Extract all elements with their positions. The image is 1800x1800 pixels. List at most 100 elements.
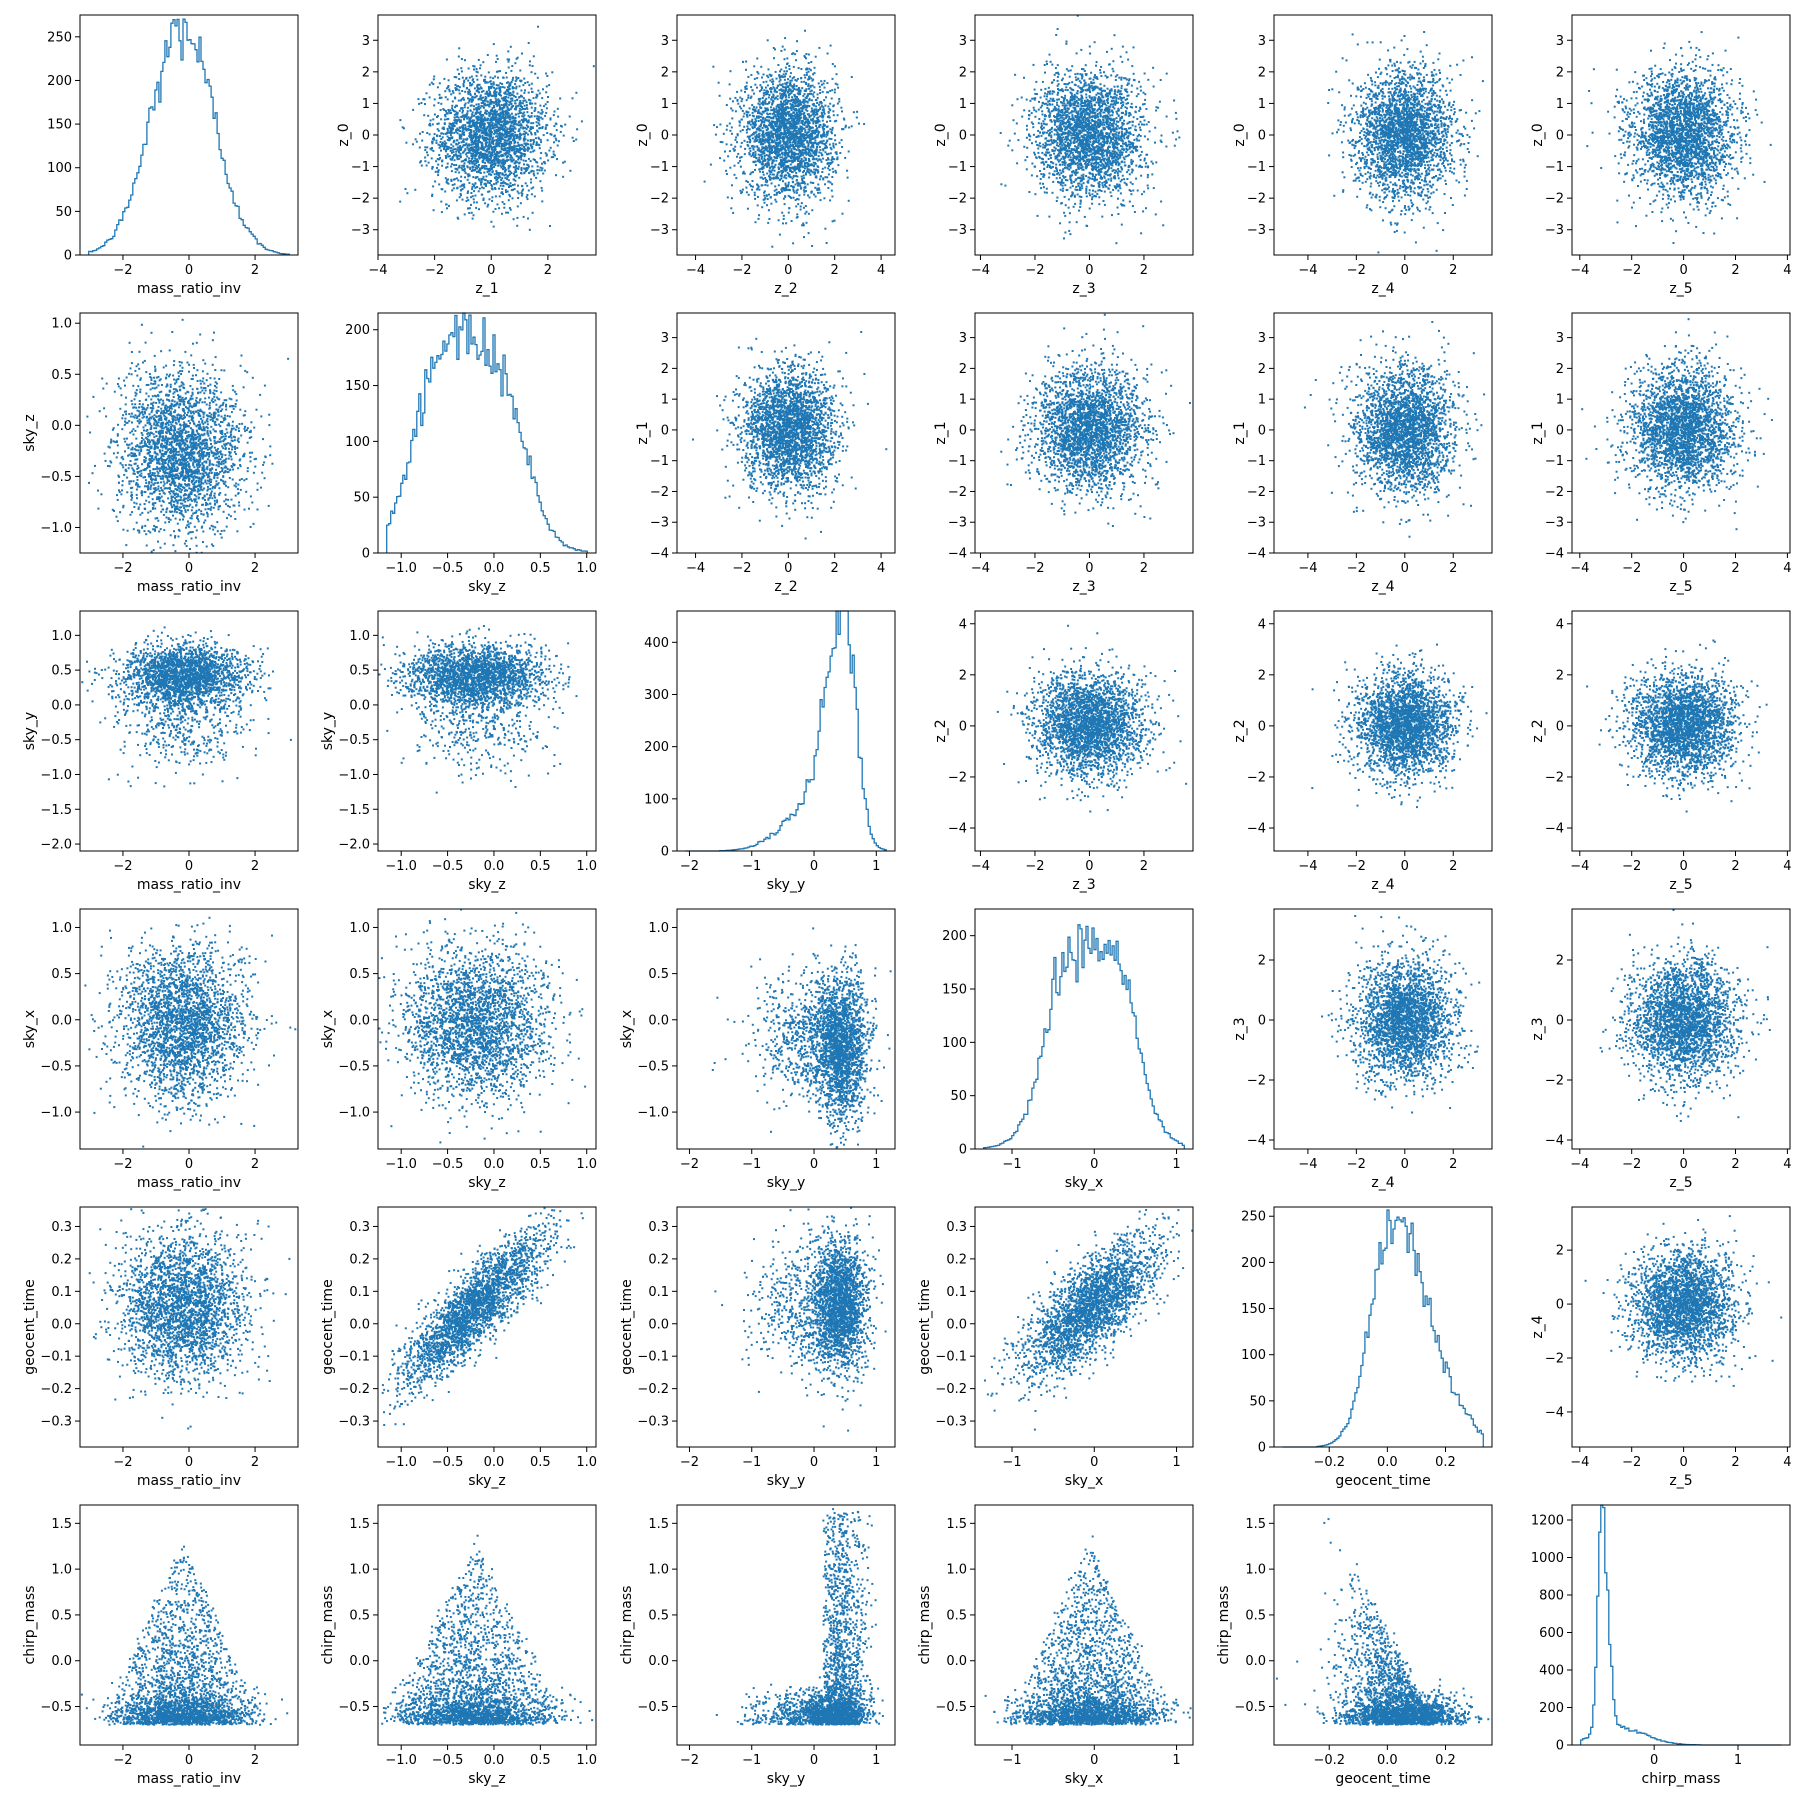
scatter-point bbox=[792, 131, 794, 133]
scatter-point bbox=[445, 203, 447, 205]
scatter-point bbox=[749, 140, 751, 142]
scatter-point bbox=[790, 84, 792, 86]
scatter-point bbox=[524, 172, 526, 174]
scatter-point bbox=[538, 137, 540, 139]
scatter-point bbox=[735, 137, 737, 139]
scatter-point bbox=[740, 146, 742, 148]
scatter-point bbox=[773, 177, 775, 179]
scatter-point bbox=[426, 132, 428, 134]
scatter-point bbox=[497, 203, 499, 205]
scatter-point bbox=[825, 136, 827, 138]
scatter-point bbox=[759, 84, 761, 86]
scatter-point bbox=[427, 115, 429, 117]
scatter-point bbox=[817, 184, 819, 186]
scatter-point bbox=[544, 162, 546, 164]
scatter-point bbox=[480, 94, 482, 96]
scatter-point bbox=[783, 198, 785, 200]
scatter-point bbox=[459, 196, 461, 198]
scatter-point bbox=[494, 164, 496, 166]
scatter-point bbox=[527, 122, 529, 124]
scatter-point bbox=[747, 208, 749, 210]
scatter-point bbox=[498, 188, 500, 190]
scatter-point bbox=[484, 168, 486, 170]
scatter-point bbox=[794, 53, 796, 55]
scatter-point bbox=[439, 94, 441, 96]
scatter-point bbox=[446, 207, 448, 209]
scatter-point bbox=[440, 103, 442, 105]
scatter-point bbox=[740, 130, 742, 132]
scatter-point bbox=[834, 65, 836, 67]
scatter-point bbox=[515, 117, 517, 119]
scatter-point bbox=[800, 187, 802, 189]
scatter-point bbox=[546, 132, 548, 134]
scatter-point bbox=[768, 68, 770, 70]
scatter-point bbox=[464, 59, 466, 61]
scatter-point bbox=[812, 94, 814, 96]
scatter-point bbox=[741, 142, 743, 144]
scatter-point bbox=[538, 122, 540, 124]
scatter-point bbox=[500, 95, 502, 97]
scatter-point bbox=[494, 158, 496, 160]
scatter-point bbox=[812, 79, 814, 81]
scatter-point bbox=[796, 213, 798, 215]
scatter-point bbox=[575, 92, 577, 94]
scatter-point bbox=[507, 86, 509, 88]
scatter-point bbox=[831, 129, 833, 131]
scatter-point bbox=[742, 129, 744, 131]
scatter-point bbox=[767, 39, 769, 41]
scatter-point bbox=[756, 87, 758, 89]
scatter-point bbox=[792, 52, 794, 54]
scatter-point bbox=[495, 130, 497, 132]
scatter-point bbox=[459, 121, 461, 123]
scatter-point bbox=[830, 138, 832, 140]
scatter-point bbox=[762, 131, 764, 133]
scatter-point bbox=[477, 171, 479, 173]
scatter-point bbox=[763, 81, 765, 83]
scatter-point bbox=[766, 180, 768, 182]
scatter-point bbox=[450, 166, 452, 168]
scatter-point bbox=[498, 135, 500, 137]
scatter-point bbox=[517, 185, 519, 187]
scatter-point bbox=[490, 101, 492, 103]
scatter-point bbox=[465, 143, 467, 145]
scatter-point bbox=[832, 168, 834, 170]
histogram-step bbox=[89, 19, 290, 255]
scatter-point bbox=[494, 91, 496, 93]
scatter-point bbox=[792, 157, 794, 159]
scatter-point bbox=[786, 119, 788, 121]
scatter-point bbox=[785, 96, 787, 98]
scatter-point bbox=[430, 148, 432, 150]
scatter-point bbox=[463, 133, 465, 135]
scatter-point bbox=[523, 216, 525, 218]
scatter-point bbox=[537, 131, 539, 133]
scatter-point bbox=[488, 86, 490, 88]
scatter-point bbox=[516, 93, 518, 95]
scatter-point bbox=[812, 171, 814, 173]
scatter-point bbox=[817, 192, 819, 194]
scatter-point bbox=[470, 153, 472, 155]
scatter-point bbox=[472, 96, 474, 98]
scatter-point bbox=[531, 193, 533, 195]
scatter-point bbox=[503, 144, 505, 146]
scatter-point bbox=[778, 219, 780, 221]
scatter-point bbox=[454, 183, 456, 185]
scatter-point bbox=[750, 97, 752, 99]
scatter-point bbox=[436, 134, 438, 136]
scatter-point bbox=[503, 114, 505, 116]
scatter-point bbox=[510, 94, 512, 96]
scatter-point bbox=[515, 114, 517, 116]
scatter-point bbox=[435, 160, 437, 162]
scatter-point bbox=[486, 91, 488, 93]
scatter-point bbox=[785, 177, 787, 179]
scatter-point bbox=[749, 184, 751, 186]
scatter-point bbox=[836, 73, 838, 75]
scatter-point bbox=[814, 153, 816, 155]
scatter-point bbox=[858, 123, 860, 125]
scatter-point bbox=[500, 192, 502, 194]
scatter-point bbox=[820, 176, 822, 178]
scatter-point bbox=[503, 107, 505, 109]
scatter-point bbox=[515, 160, 517, 162]
scatter-point bbox=[462, 97, 464, 99]
scatter-point bbox=[712, 66, 714, 68]
scatter-point bbox=[815, 196, 817, 198]
